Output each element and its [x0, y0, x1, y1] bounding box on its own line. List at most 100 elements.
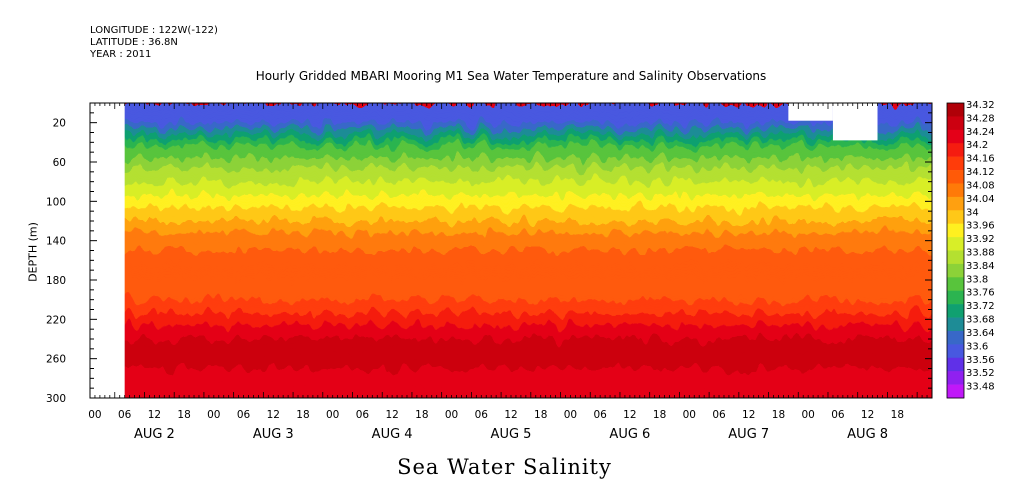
- contour-band: [90, 240, 932, 244]
- day-label: AUG 6: [609, 427, 650, 442]
- colorbar-swatch: [947, 250, 964, 265]
- latitude-label: LATITUDE : 36.8N: [90, 37, 178, 48]
- colorbar-swatch: [947, 330, 964, 345]
- x-tick-label: 06: [593, 409, 607, 421]
- contour-band: [90, 181, 932, 185]
- contour-band: [90, 364, 932, 368]
- contour-band: [90, 321, 932, 324]
- contour-band: [90, 146, 932, 149]
- contour-band: [90, 360, 932, 364]
- colorbar-label: 33.64: [966, 328, 995, 339]
- contour-band: [90, 344, 932, 348]
- contour-band: [90, 171, 932, 175]
- contour-band: [90, 311, 932, 315]
- contour-band: [90, 303, 932, 307]
- contour-band: [90, 191, 932, 195]
- contour-band: [90, 313, 932, 316]
- x-tick-label: 12: [385, 409, 398, 421]
- x-tick-label: 12: [623, 409, 636, 421]
- contour-band: [90, 217, 932, 220]
- contour-band: [90, 264, 932, 267]
- contour-band: [90, 150, 932, 153]
- contour-band: [90, 226, 932, 230]
- contour-band: [90, 197, 932, 200]
- contour-band: [90, 110, 932, 114]
- x-tick-label: 06: [237, 409, 251, 421]
- contour-band: [90, 250, 932, 254]
- colorbar-swatch: [947, 344, 964, 359]
- x-tick-label: 00: [445, 409, 458, 421]
- contour-band: [90, 185, 932, 189]
- contour-band: [90, 219, 932, 222]
- contour-band: [90, 327, 932, 330]
- contour-band: [90, 270, 932, 273]
- colorbar-label: 33.72: [966, 301, 995, 312]
- y-tick-label: 180: [46, 275, 66, 287]
- x-tick-label: 18: [772, 409, 785, 421]
- footer-title: Sea Water Salinity: [397, 455, 612, 479]
- contour-band: [90, 329, 932, 332]
- contour-band: [90, 158, 932, 161]
- colorbar-swatch: [947, 196, 964, 211]
- chart-title: Hourly Gridded MBARI Mooring M1 Sea Wate…: [255, 69, 767, 83]
- contour-band: [90, 289, 932, 293]
- contour-band: [90, 144, 932, 147]
- contour-band: [90, 331, 932, 334]
- contour-band: [90, 317, 932, 320]
- x-tick-label: 00: [207, 409, 220, 421]
- colorbar-label: 33.76: [966, 288, 995, 299]
- y-tick-label: 260: [46, 354, 66, 366]
- day-label: AUG 5: [491, 427, 532, 442]
- contour-band: [90, 368, 932, 372]
- contour-band: [90, 276, 932, 279]
- colorbar-label: 33.84: [966, 261, 995, 272]
- contour-band: [90, 199, 932, 202]
- contour-band: [90, 268, 932, 271]
- contour-band: [90, 211, 932, 214]
- contour-band: [90, 234, 932, 238]
- colorbar-swatch: [947, 116, 964, 131]
- x-tick-label: 18: [296, 409, 309, 421]
- colorbar-swatch: [947, 290, 964, 305]
- longitude-label: LONGITUDE : 122W(-122): [90, 25, 218, 36]
- colorbar-frame: [946, 102, 965, 399]
- contour-band: [90, 258, 932, 261]
- contour-band: [90, 246, 932, 250]
- contour-band: [90, 291, 932, 295]
- contour-band: [90, 118, 932, 122]
- contour-band: [90, 256, 932, 259]
- contour-band: [90, 112, 932, 116]
- contour-band: [90, 140, 932, 143]
- contour-band: [70, 400, 952, 403]
- contour-band: [90, 114, 932, 118]
- contour-band: [90, 333, 932, 336]
- contour-band: [90, 272, 932, 275]
- contour-band: [90, 352, 932, 356]
- colorbar-label: 34.16: [966, 154, 995, 165]
- contour-band: [90, 299, 932, 303]
- colorbar-swatch: [947, 170, 964, 184]
- x-tick-label: 00: [88, 409, 101, 421]
- contour-band: [90, 254, 932, 257]
- day-label: AUG 3: [253, 427, 294, 442]
- y-tick-label: 300: [46, 393, 66, 405]
- colorbar-swatch: [947, 129, 964, 144]
- colorbar-label: 34.28: [966, 113, 995, 124]
- missing-data-region: [832, 103, 878, 141]
- day-label: AUG 7: [728, 427, 769, 442]
- colorbar-label: 34.32: [966, 100, 995, 111]
- colorbar-label: 33.88: [966, 248, 995, 259]
- contour-band: [90, 195, 932, 198]
- contour-band: [70, 85, 952, 88]
- contour-band: [90, 179, 932, 183]
- contour-band: [90, 132, 932, 136]
- x-tick-label: 06: [712, 409, 726, 421]
- contour-band: [90, 187, 932, 191]
- contour-band: [90, 297, 932, 301]
- contour-band: [90, 152, 932, 155]
- contour-band: [70, 83, 952, 86]
- colorbar-label: 34.12: [966, 167, 995, 178]
- contour-band: [90, 376, 932, 379]
- contour-band: [90, 305, 932, 309]
